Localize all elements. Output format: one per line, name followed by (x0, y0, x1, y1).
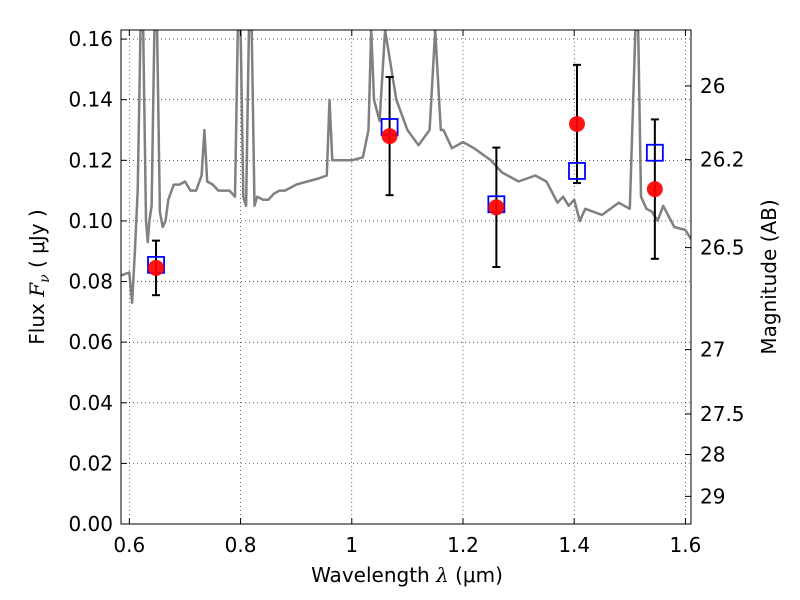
y-tick-label: 0.08 (68, 270, 113, 294)
x-axis-ticks: 0.6 0.8 1 1.2 1.4 1.6 (113, 30, 701, 557)
y-tick-label: 0.16 (68, 27, 113, 51)
x-tick-label: 1.4 (558, 533, 590, 557)
x-tick-label: 1 (345, 533, 358, 557)
y-tick-label: 0.06 (68, 330, 113, 354)
y-tick-label: 0.02 (68, 451, 113, 475)
y2-tick-label: 27.5 (700, 402, 745, 426)
y-tick-label: 0.14 (68, 88, 113, 112)
y-axis-ticks: 0.00 0.02 0.04 0.06 0.08 0.10 0.12 0.14 0.16 (68, 27, 127, 536)
model-point (568, 162, 586, 180)
y-tick-label: 0.10 (68, 209, 113, 233)
model-spectrum (121, 30, 691, 305)
y-tick-label: 0.00 (68, 512, 113, 536)
y-tick-label: 0.04 (68, 391, 113, 415)
data-point (148, 259, 165, 276)
y2-axis-ticks: 26 26.2 26.5 27 27.5 28 29 (685, 74, 745, 508)
y-axis-title: Flux Fν ( μJy ) (25, 209, 53, 344)
y2-tick-label: 28 (700, 443, 725, 467)
model-spectrum-line (121, 30, 691, 305)
data-point (646, 181, 663, 198)
y2-tick-label: 26.2 (700, 148, 745, 172)
grid (121, 30, 691, 525)
circle-markers (148, 115, 663, 276)
x-tick-label: 0.8 (225, 533, 257, 557)
error-bars (152, 63, 659, 297)
plot-frame (120, 29, 692, 525)
square-markers (147, 118, 664, 274)
y2-tick-label: 27 (700, 338, 725, 362)
y2-tick-label: 26.5 (700, 236, 745, 260)
data-point (569, 115, 585, 132)
y2-axis-title: Magnitude (AB) (757, 199, 781, 354)
data-point (381, 128, 398, 145)
x-tick-label: 0.6 (113, 533, 145, 557)
y-tick-label: 0.12 (68, 148, 113, 172)
y2-tick-label: 29 (700, 484, 725, 508)
model-point (645, 143, 664, 162)
x-tick-label: 1.6 (670, 533, 702, 557)
y2-tick-label: 26 (700, 74, 725, 98)
data-point (488, 199, 505, 216)
x-tick-label: 1.2 (447, 533, 479, 557)
x-axis-title: Wavelength λ (μm) (311, 563, 503, 587)
